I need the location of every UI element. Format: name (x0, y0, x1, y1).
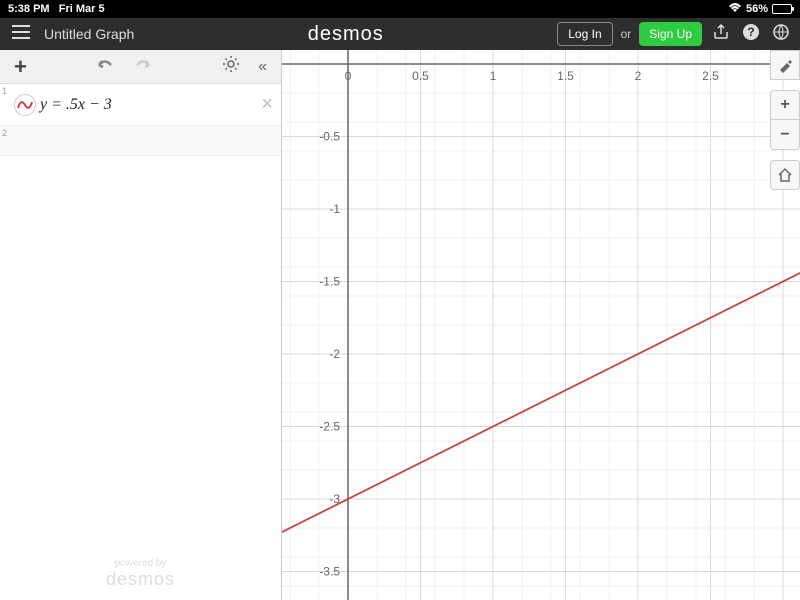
battery-percent: 56% (746, 3, 768, 15)
delete-expression-button[interactable]: × (253, 93, 281, 116)
wifi-icon (728, 3, 742, 16)
svg-text:1: 1 (490, 69, 497, 83)
svg-text:2: 2 (635, 69, 642, 83)
menu-icon[interactable] (8, 21, 34, 48)
add-expression-button[interactable]: + (8, 50, 33, 84)
zoom-in-button[interactable]: + (770, 90, 800, 120)
svg-text:0: 0 (345, 69, 352, 83)
status-date: Fri Mar 5 (59, 3, 105, 15)
expression-color-icon[interactable] (14, 94, 36, 116)
settings-icon[interactable] (216, 51, 246, 82)
expression-row-2[interactable]: 2 (0, 126, 281, 156)
home-button[interactable] (770, 160, 800, 190)
help-icon[interactable]: ? (740, 21, 762, 48)
svg-text:?: ? (747, 25, 754, 39)
panel-toolbar: + « (0, 50, 281, 84)
svg-text:-3.5: -3.5 (319, 565, 340, 579)
redo-button[interactable] (127, 52, 159, 81)
graph-settings-button[interactable] (770, 50, 800, 80)
svg-text:-0.5: -0.5 (319, 130, 340, 144)
svg-text:-2: -2 (329, 347, 340, 361)
expression-formula[interactable]: y = .5x − 3 (40, 96, 253, 114)
svg-text:-2.5: -2.5 (319, 420, 340, 434)
svg-text:2.5: 2.5 (702, 69, 719, 83)
status-bar: 5:38 PM Fri Mar 5 56% (0, 0, 800, 18)
desmos-logo: desmos (308, 23, 384, 46)
share-icon[interactable] (710, 21, 732, 48)
graph-title[interactable]: Untitled Graph (44, 26, 134, 42)
svg-text:-1: -1 (329, 202, 340, 216)
graph-canvas[interactable]: 00.511.522.53-0.5-1-1.5-2-2.5-3-3.5 (282, 50, 800, 600)
powered-by: powered by desmos (0, 558, 281, 590)
graph-area[interactable]: 00.511.522.53-0.5-1-1.5-2-2.5-3-3.5 + − (282, 50, 800, 600)
signup-button[interactable]: Sign Up (639, 22, 702, 46)
top-bar: Untitled Graph desmos Log In or Sign Up … (0, 18, 800, 50)
expression-row-1[interactable]: 1 y = .5x − 3 × (0, 84, 281, 126)
expression-index: 2 (0, 126, 10, 138)
globe-icon[interactable] (770, 21, 792, 48)
battery-icon (772, 4, 792, 14)
expression-panel: + « 1 y = .5x − 3 × 2 (0, 50, 282, 600)
login-button[interactable]: Log In (557, 22, 612, 46)
status-time: 5:38 PM (8, 3, 50, 15)
svg-text:-1.5: -1.5 (319, 275, 340, 289)
zoom-out-button[interactable]: − (770, 120, 800, 150)
collapse-panel-button[interactable]: « (252, 54, 273, 80)
expression-index: 1 (0, 84, 10, 96)
or-text: or (621, 27, 632, 41)
svg-text:0.5: 0.5 (412, 69, 429, 83)
svg-text:1.5: 1.5 (557, 69, 574, 83)
undo-button[interactable] (89, 52, 121, 81)
